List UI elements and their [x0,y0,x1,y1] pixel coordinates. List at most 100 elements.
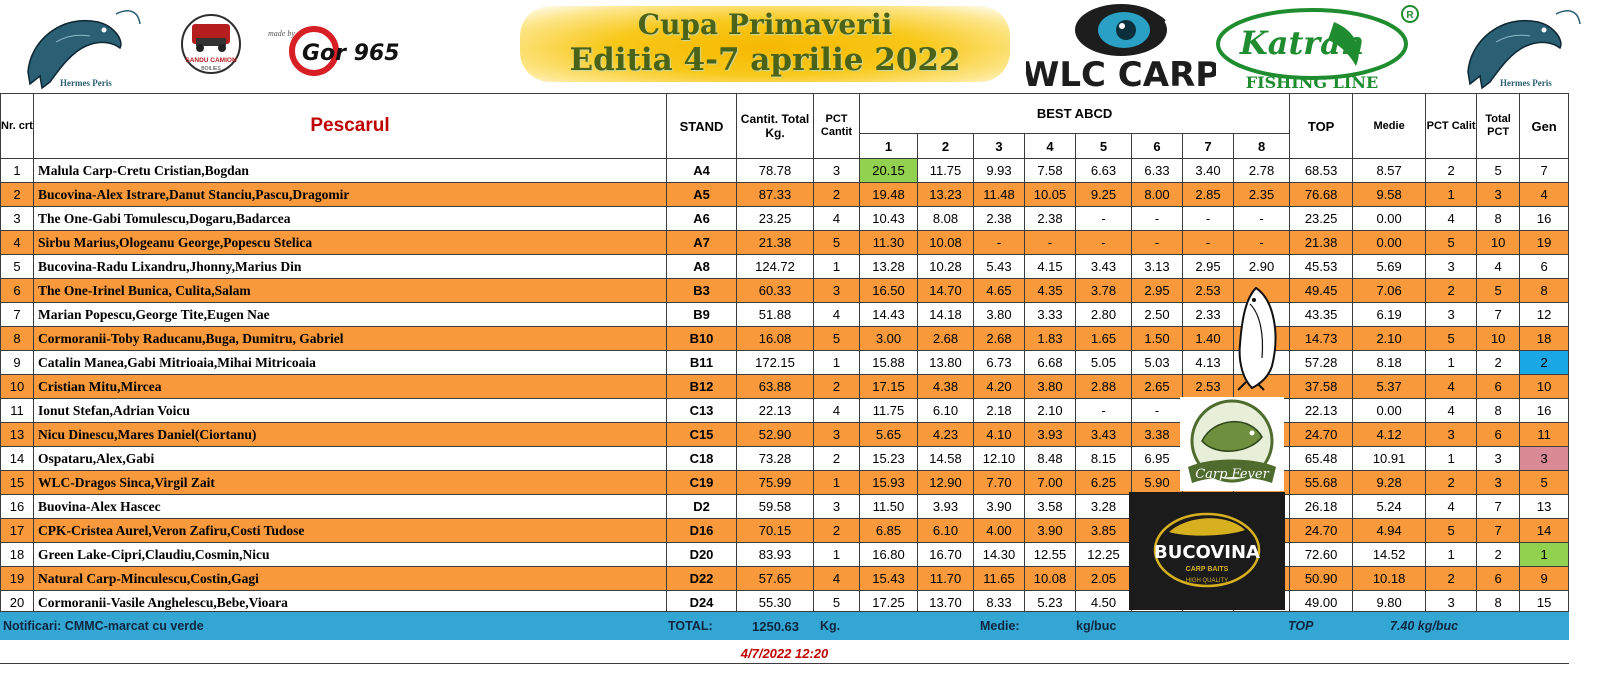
best-catch: 2.88 [1075,374,1132,399]
gen-rank: 18 [1519,326,1570,351]
table-row: 17 CPK-Cristea Aurel,Veron Zafiru,Costi T… [0,518,1570,543]
angler-name: Ionut Stefan,Adrian Voicu [33,398,667,423]
stand-code: B12 [666,374,737,399]
medie-value: 6.19 [1352,302,1427,327]
best-catch: 2.35 [1232,182,1291,207]
stand-code: A7 [666,230,737,255]
pct-cantit: 2 [813,446,860,471]
row-number: 8 [0,326,34,351]
event-title: Cupa Primaverii [637,8,893,41]
best-catch: 5.65 [859,422,918,447]
stand-code: D2 [666,494,737,519]
gor-logo-text: Gor 965 [302,41,400,66]
header-best-col: 7 [1182,133,1234,159]
top-value: 37.58 [1289,374,1354,399]
table-row: 11 Ionut Stefan,Adrian Voicu C13 22.13 4 11.7… [0,398,1570,423]
best-catch: 3.28 [1075,494,1132,519]
pct-cantit: 2 [813,518,860,543]
top-label: TOP [1288,619,1314,633]
best-catch: 6.95 [1131,446,1183,471]
best-catch: 13.23 [917,182,974,207]
pct-calit: 1 [1425,542,1478,567]
medie-value: 0.00 [1352,398,1427,423]
header-best-col: 5 [1075,133,1132,159]
best-catch: - [1131,206,1183,231]
best-catch: 4.35 [1024,278,1076,303]
angler-name: Nicu Dinescu,Mares Daniel(Ciortanu) [33,422,667,447]
stand-code: B9 [666,302,737,327]
best-catch: 4.38 [917,374,974,399]
event-subtitle: Editia 4-7 aprilie 2022 [569,42,961,78]
best-catch: 6.25 [1075,470,1132,495]
best-catch: 1.40 [1182,326,1234,351]
best-catch: 6.85 [859,518,918,543]
best-catch: 2.95 [1182,254,1234,279]
total-kg: 73.28 [736,446,814,471]
table-row: 14 Ospataru,Alex,Gabi C18 73.28 2 15.23 14.58 1… [0,446,1570,471]
top-value: 45.53 [1289,254,1354,279]
best-catch: 6.33 [1131,158,1183,183]
best-catch: 3.33 [1024,302,1076,327]
gor-965-logo: made by Gor 965 [268,22,418,78]
pct-calit: 3 [1425,590,1478,615]
pct-cantit: 4 [813,302,860,327]
best-catch: 3.43 [1075,422,1132,447]
gen-rank: 11 [1519,422,1570,447]
header-pescarul: Pescarul [33,93,667,159]
header-cantit-total: Cantit. Total Kg. [736,93,814,159]
bucovina-ring-text: HIGH QUALITY [1186,578,1228,584]
row-number: 9 [0,350,34,375]
best-catch: 15.88 [859,350,918,375]
header-total-pct: Total PCT [1476,93,1521,159]
table-row: 8 Cormoranii-Toby Raducanu,Buga, Dumitru,… [0,326,1570,351]
gen-rank: 19 [1519,230,1570,255]
row-number: 11 [0,398,34,423]
total-pct: 4 [1476,254,1521,279]
row-number: 6 [0,278,34,303]
row-number: 5 [0,254,34,279]
pct-calit: 4 [1425,494,1478,519]
total-pct: 8 [1476,398,1521,423]
pct-calit: 1 [1425,446,1478,471]
gen-rank: 2 [1519,350,1570,375]
stand-code: D16 [666,518,737,543]
angler-name: Bucovina-Alex Istrare,Danut Stanciu,Pasc… [33,182,667,207]
pct-calit: 5 [1425,326,1478,351]
row-number: 2 [0,182,34,207]
best-catch: 4.15 [1024,254,1076,279]
best-catch: 10.08 [917,230,974,255]
medie-value: 9.80 [1352,590,1427,615]
best-catch: 6.63 [1075,158,1132,183]
header-pct-cantit: PCT Cantit [813,93,860,159]
stand-code: C13 [666,398,737,423]
best-catch: - [1182,230,1234,255]
row-number: 17 [0,518,34,543]
pct-cantit: 1 [813,542,860,567]
table-row: 1 Malula Carp-Cretu Cristian,Bogdan A4 78.7… [0,158,1570,183]
table-row: 9 Catalin Manea,Gabi Mitrioaia,Mihai Mitr… [0,350,1570,375]
total-pct: 3 [1476,470,1521,495]
total-kg: 21.38 [736,230,814,255]
angler-name: Natural Carp-Minculescu,Costin,Gagi [33,566,667,591]
total-pct: 3 [1476,182,1521,207]
medie-value: 10.18 [1352,566,1427,591]
total-pct: 5 [1476,278,1521,303]
gen-rank: 8 [1519,278,1570,303]
total-pct: 6 [1476,374,1521,399]
pct-cantit: 1 [813,470,860,495]
best-catch: 4.20 [973,374,1025,399]
best-catch: 12.55 [1024,542,1076,567]
angler-name: Cristian Mitu,Mircea [33,374,667,399]
top-value: 68.53 [1289,158,1354,183]
best-catch: 3.90 [1024,518,1076,543]
row-number: 13 [0,422,34,447]
best-catch: 4.13 [1182,350,1234,375]
stand-code: A6 [666,206,737,231]
angler-name: Green Lake-Cipri,Claudiu,Cosmin,Nicu [33,542,667,567]
gen-rank: 1 [1519,542,1570,567]
gen-rank: 12 [1519,302,1570,327]
best-catch: 3.13 [1131,254,1183,279]
total-kg: 63.88 [736,374,814,399]
table-row: 19 Natural Carp-Minculescu,Costin,Gagi D22… [0,566,1570,591]
total-kg: 52.90 [736,422,814,447]
